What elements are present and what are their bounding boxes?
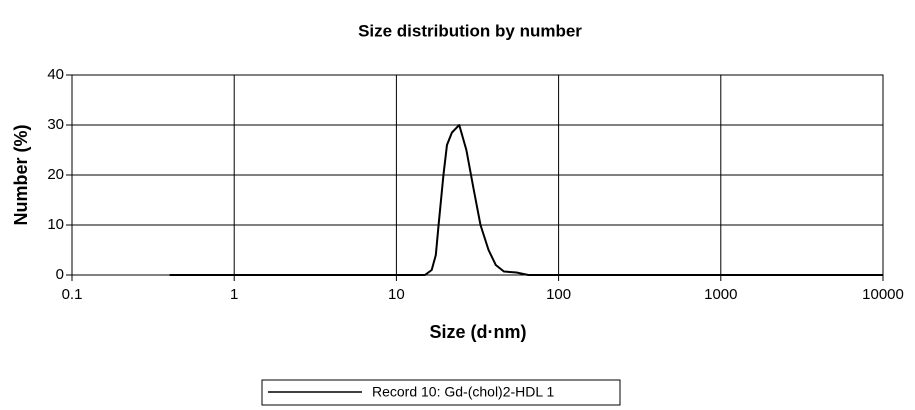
x-tick-label: 1000 [704, 286, 737, 303]
legend-label: Record 10: Gd-(chol)2-HDL 1 [372, 384, 555, 400]
y-tick-label: 30 [47, 116, 64, 133]
x-tick-label: 1 [230, 286, 238, 303]
plot-frame [71, 74, 884, 276]
y-axis-label: Number (%) [11, 124, 31, 225]
x-tick-label: 10 [388, 286, 405, 303]
y-tick-label: 20 [47, 166, 64, 183]
y-tick-label: 0 [56, 266, 64, 283]
x-tick-label: 10000 [862, 286, 904, 303]
y-tick-label: 40 [47, 66, 64, 83]
chart-title: Size distribution by number [358, 21, 582, 40]
x-tick-label: 100 [546, 286, 571, 303]
y-tick-label: 10 [47, 216, 64, 233]
x-tick-label: 0.1 [62, 286, 83, 303]
data-line [169, 124, 883, 276]
x-axis-label: Size (d·nm) [430, 322, 527, 342]
